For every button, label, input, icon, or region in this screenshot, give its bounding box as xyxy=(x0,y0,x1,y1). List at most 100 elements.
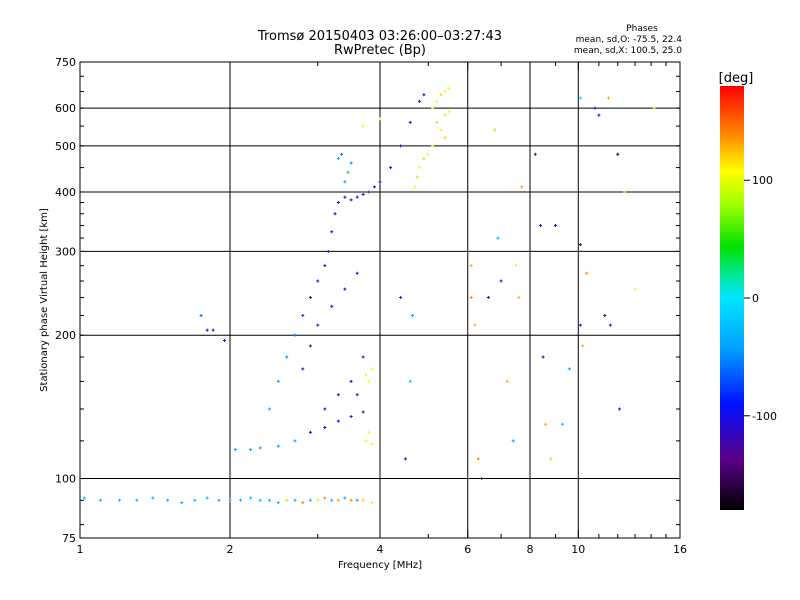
data-point xyxy=(361,355,365,359)
data-point xyxy=(435,99,439,103)
data-point xyxy=(633,287,637,291)
data-point xyxy=(258,498,262,502)
data-point xyxy=(616,152,620,156)
data-point xyxy=(343,287,347,291)
data-point xyxy=(343,195,347,199)
data-point xyxy=(239,498,243,502)
data-point xyxy=(480,477,484,481)
data-point xyxy=(399,144,403,148)
data-point xyxy=(447,110,451,114)
data-point xyxy=(301,501,305,505)
y-tick-label: 400 xyxy=(55,186,76,199)
data-point xyxy=(443,90,447,94)
data-point xyxy=(151,496,155,500)
data-point xyxy=(367,190,371,194)
data-point xyxy=(496,236,500,240)
phases-o-line: mean, sd,O: -75.5, 22.4 xyxy=(576,35,683,45)
data-point xyxy=(267,407,271,411)
data-point xyxy=(249,448,253,452)
data-point xyxy=(476,457,480,461)
y-tick-label: 500 xyxy=(55,140,76,153)
y-tick-label: 75 xyxy=(62,532,76,545)
y-tick-label: 750 xyxy=(55,56,76,69)
data-point xyxy=(316,323,320,327)
data-point xyxy=(301,367,305,371)
data-point xyxy=(193,498,197,502)
data-point xyxy=(431,144,435,148)
data-point xyxy=(323,264,327,268)
data-point xyxy=(447,86,451,90)
y-tick-label: 300 xyxy=(55,245,76,258)
data-point xyxy=(486,296,490,300)
data-point xyxy=(597,113,601,117)
data-point xyxy=(514,264,518,268)
data-point xyxy=(233,448,237,452)
data-point xyxy=(166,498,170,502)
data-point xyxy=(336,498,340,502)
data-point xyxy=(217,498,221,502)
chart-title: Tromsø 20150403 03:26:00–03:27:43 xyxy=(257,29,502,44)
data-point xyxy=(336,419,340,423)
data-point xyxy=(276,379,280,383)
data-point xyxy=(326,249,330,253)
data-point xyxy=(415,175,419,179)
phases-heading: Phases xyxy=(626,24,658,34)
data-point xyxy=(308,344,312,348)
data-point xyxy=(567,367,571,371)
x-tick-label: 8 xyxy=(527,543,534,556)
data-point xyxy=(276,444,280,448)
data-point xyxy=(623,190,627,194)
x-tick-labels: 1 2 4 6 8 10 16 xyxy=(77,543,688,556)
data-point xyxy=(539,224,543,228)
colorbar-tick-label: -100 xyxy=(752,410,777,423)
data-point xyxy=(285,355,289,359)
y-axis-label: Stationary phase Virtual Height [km] xyxy=(39,208,50,392)
data-point xyxy=(361,193,365,197)
data-point xyxy=(439,93,443,97)
x-tick-label: 10 xyxy=(571,543,585,556)
data-point xyxy=(585,271,589,275)
data-point xyxy=(316,279,320,283)
data-point xyxy=(117,498,121,502)
y-tick-label: 100 xyxy=(55,473,76,486)
data-point xyxy=(355,393,359,397)
data-point xyxy=(323,407,327,411)
colorbar-tick-label: 100 xyxy=(752,174,773,187)
data-point xyxy=(364,439,368,443)
data-point xyxy=(389,166,393,170)
data-point xyxy=(340,152,344,156)
data-point xyxy=(520,185,524,189)
data-point xyxy=(316,498,320,502)
data-point xyxy=(370,442,374,446)
data-point xyxy=(205,496,209,500)
data-point xyxy=(603,314,607,318)
data-point xyxy=(581,344,585,348)
colorbar-ticks: 100 0 -100 xyxy=(744,174,777,423)
data-point xyxy=(422,157,426,161)
data-point xyxy=(373,185,377,189)
data-point xyxy=(578,243,582,247)
data-point xyxy=(361,410,365,414)
data-point xyxy=(443,113,447,117)
colorbar-tick-label: 0 xyxy=(752,292,759,305)
data-point xyxy=(336,393,340,397)
data-point xyxy=(355,271,359,275)
data-point xyxy=(473,323,477,327)
data-point xyxy=(378,180,382,184)
x-axis-label: Frequency [MHz] xyxy=(338,560,422,571)
data-point xyxy=(422,93,426,97)
data-point xyxy=(408,379,412,383)
data-point xyxy=(323,425,327,429)
data-point xyxy=(211,328,215,332)
data-point xyxy=(205,328,209,332)
data-point xyxy=(349,198,353,202)
data-point xyxy=(343,496,347,500)
gridlines xyxy=(79,61,681,538)
data-point xyxy=(413,185,417,189)
data-point xyxy=(431,106,435,110)
data-point xyxy=(293,439,297,443)
data-point xyxy=(223,338,227,342)
data-point xyxy=(99,498,103,502)
data-point xyxy=(285,498,289,502)
data-point xyxy=(493,128,497,132)
